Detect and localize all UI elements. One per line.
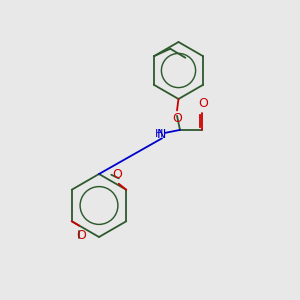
- Text: H: H: [155, 129, 164, 140]
- Text: O: O: [199, 98, 208, 110]
- Text: O: O: [76, 229, 86, 242]
- Text: N: N: [157, 128, 166, 141]
- Text: O: O: [172, 112, 182, 125]
- Text: O: O: [112, 168, 122, 181]
